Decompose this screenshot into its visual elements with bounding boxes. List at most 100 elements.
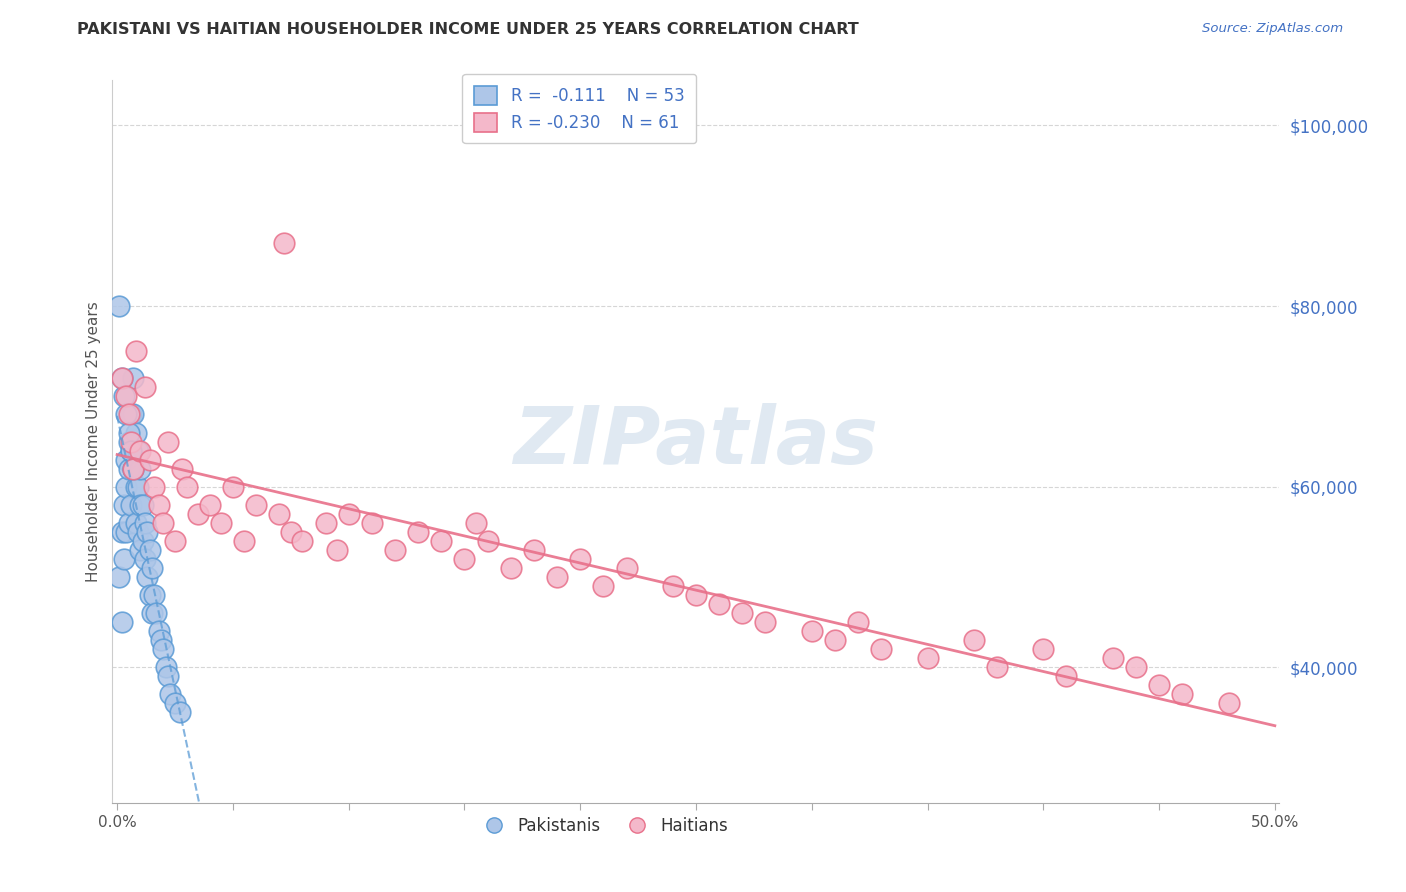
- Point: [616, 561, 638, 575]
- Point: [115, 524, 138, 539]
- Point: [124, 425, 146, 440]
- Point: [152, 642, 174, 657]
- Point: [108, 299, 131, 313]
- Legend: Pakistanis, Haitians: Pakistanis, Haitians: [471, 810, 735, 841]
- Point: [143, 588, 166, 602]
- Point: [120, 434, 142, 449]
- Point: [134, 380, 156, 394]
- Point: [800, 624, 823, 639]
- Point: [115, 480, 138, 494]
- Point: [963, 633, 986, 648]
- Point: [111, 371, 134, 385]
- Point: [280, 524, 302, 539]
- Point: [112, 552, 135, 566]
- Point: [111, 524, 134, 539]
- Point: [131, 533, 153, 548]
- Point: [273, 235, 295, 250]
- Point: [129, 542, 152, 557]
- Point: [430, 533, 453, 548]
- Point: [546, 570, 568, 584]
- Point: [1147, 678, 1170, 692]
- Point: [870, 642, 893, 657]
- Point: [222, 480, 245, 494]
- Point: [112, 498, 135, 512]
- Point: [115, 389, 138, 403]
- Point: [129, 498, 152, 512]
- Point: [157, 669, 180, 683]
- Point: [754, 615, 776, 630]
- Point: [120, 443, 142, 458]
- Point: [127, 443, 149, 458]
- Point: [157, 434, 180, 449]
- Point: [523, 542, 546, 557]
- Point: [118, 461, 141, 475]
- Point: [1218, 697, 1240, 711]
- Point: [122, 461, 145, 475]
- Point: [124, 516, 146, 530]
- Point: [136, 570, 159, 584]
- Point: [315, 516, 337, 530]
- Point: [129, 443, 152, 458]
- Point: [127, 480, 149, 494]
- Point: [122, 461, 145, 475]
- Point: [163, 533, 186, 548]
- Point: [360, 516, 382, 530]
- Point: [143, 480, 166, 494]
- Point: [122, 408, 145, 422]
- Point: [846, 615, 869, 630]
- Point: [986, 660, 1008, 674]
- Point: [129, 461, 152, 475]
- Point: [176, 480, 198, 494]
- Point: [291, 533, 314, 548]
- Text: ZIPatlas: ZIPatlas: [513, 402, 879, 481]
- Point: [120, 443, 142, 458]
- Point: [685, 588, 707, 602]
- Point: [124, 480, 146, 494]
- Point: [233, 533, 256, 548]
- Point: [707, 597, 730, 611]
- Point: [198, 498, 221, 512]
- Point: [145, 606, 167, 620]
- Point: [118, 516, 141, 530]
- Point: [122, 461, 145, 475]
- Point: [115, 408, 138, 422]
- Point: [111, 371, 134, 385]
- Point: [209, 516, 232, 530]
- Point: [326, 542, 349, 557]
- Point: [477, 533, 499, 548]
- Point: [731, 606, 754, 620]
- Text: PAKISTANI VS HAITIAN HOUSEHOLDER INCOME UNDER 25 YEARS CORRELATION CHART: PAKISTANI VS HAITIAN HOUSEHOLDER INCOME …: [77, 22, 859, 37]
- Point: [138, 542, 160, 557]
- Point: [131, 498, 153, 512]
- Point: [118, 408, 141, 422]
- Point: [120, 498, 142, 512]
- Point: [569, 552, 592, 566]
- Point: [141, 606, 163, 620]
- Point: [170, 461, 193, 475]
- Point: [1171, 687, 1194, 701]
- Point: [127, 524, 149, 539]
- Point: [1101, 651, 1123, 665]
- Point: [122, 371, 145, 385]
- Point: [159, 687, 181, 701]
- Point: [115, 452, 138, 467]
- Point: [384, 542, 406, 557]
- Point: [1032, 642, 1054, 657]
- Point: [112, 389, 135, 403]
- Point: [269, 507, 291, 521]
- Point: [108, 570, 131, 584]
- Y-axis label: Householder Income Under 25 years: Householder Income Under 25 years: [86, 301, 101, 582]
- Point: [134, 516, 156, 530]
- Point: [187, 507, 209, 521]
- Point: [150, 633, 173, 648]
- Point: [136, 524, 159, 539]
- Point: [152, 516, 174, 530]
- Point: [465, 516, 488, 530]
- Point: [406, 524, 429, 539]
- Point: [163, 697, 186, 711]
- Point: [138, 588, 160, 602]
- Point: [662, 579, 685, 593]
- Point: [141, 561, 163, 575]
- Point: [155, 660, 177, 674]
- Point: [118, 425, 141, 440]
